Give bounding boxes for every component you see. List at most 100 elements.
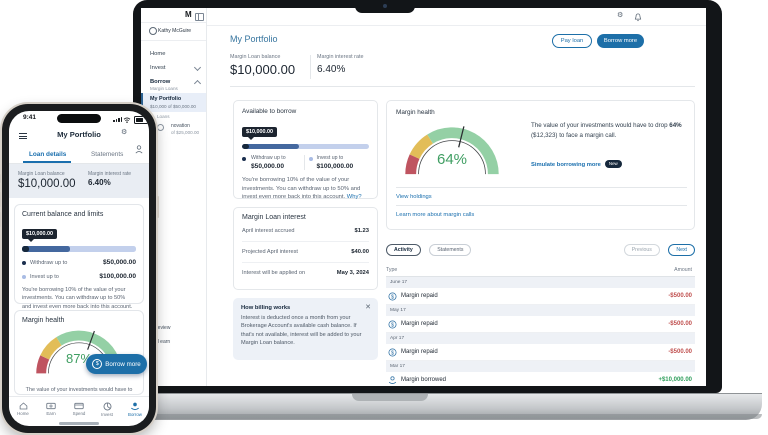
- dollar-circle-icon: $: [388, 348, 397, 356]
- billing-body: Interest is deducted once a month from y…: [241, 315, 362, 347]
- bell-icon[interactable]: [634, 13, 642, 22]
- gauge-arc: [405, 126, 499, 175]
- laptop-base-notch: [352, 394, 428, 401]
- gear-icon[interactable]: ⚙: [617, 12, 624, 19]
- borrow-progress-bar: [242, 144, 369, 149]
- sidebar-item-invest[interactable]: Invest: [141, 61, 206, 74]
- rate-value: 6.40%: [317, 64, 346, 75]
- group-row: May 17: [386, 305, 695, 316]
- simulate-row: Simulate borrowing more New: [531, 153, 622, 171]
- hamburger-icon[interactable]: [19, 133, 27, 141]
- how-billing-works-card: How billing works ✕ Interest is deducted…: [233, 298, 378, 360]
- sidebar-top: M: [141, 8, 206, 23]
- nav-item-earn[interactable]: Earn: [37, 397, 65, 421]
- interest-row: Projected April interest $40.00: [242, 242, 369, 263]
- header-divider: [230, 86, 695, 87]
- sidebar-item-my-portfolio[interactable]: My Portfolio $10,000 of $50,000.00: [141, 93, 206, 112]
- chevron-down-icon: [193, 63, 202, 72]
- phone-page-title: My Portfolio: [57, 130, 101, 139]
- sidebar-item-borrow[interactable]: Borrow: [141, 75, 206, 88]
- home-icon: [19, 402, 27, 410]
- sidebar-fragment-loans[interactable]: Loans: [157, 114, 170, 119]
- left-column: Available to borrow $10,000.00 Withdraw …: [233, 100, 378, 360]
- battery-icon: [134, 116, 149, 124]
- balance-label: Margin Loan balance: [230, 54, 281, 60]
- table-row[interactable]: $ Margin repaid -$500.00: [386, 288, 695, 305]
- phone-power-button: [157, 196, 159, 218]
- phone-tabs: Loan details Statements: [9, 147, 149, 164]
- phone-margin-health-gauge: 87%: [25, 321, 133, 379]
- next-button[interactable]: Next: [668, 244, 695, 256]
- collapse-sidebar-icon[interactable]: [195, 13, 204, 21]
- svg-text:$: $: [391, 294, 394, 300]
- sidebar-fragment-renovation[interactable]: novation: [171, 123, 190, 129]
- health-value: 64%: [436, 151, 468, 168]
- progress-cap: [22, 246, 29, 252]
- borrow-note: You're borrowing 10% of the value of you…: [242, 177, 362, 201]
- nav-item-borrow[interactable]: Borrow: [121, 397, 149, 421]
- phone-health-caption: The value of your investments would have…: [25, 387, 133, 393]
- home-indicator[interactable]: [59, 422, 99, 425]
- simulate-borrowing-link[interactable]: Simulate borrowing more: [531, 162, 601, 168]
- col-type: Type: [386, 267, 398, 273]
- health-note: The value of your investments would have…: [531, 122, 682, 139]
- dynamic-island: [57, 114, 101, 123]
- chevron-up-icon: [193, 79, 202, 88]
- invest-icon: [103, 402, 111, 410]
- view-holdings-link[interactable]: View holdings: [396, 194, 432, 200]
- interest-row: April interest accrued $1.23: [242, 221, 369, 242]
- current-balance-card: Current balance and limits $10,000.00 Wi…: [14, 204, 144, 318]
- main-topbar: ⚙: [207, 8, 706, 26]
- available-to-borrow-card: Available to borrow $10,000.00 Withdraw …: [233, 100, 378, 201]
- billing-title: How billing works: [241, 305, 291, 311]
- group-row: June 17: [386, 277, 695, 288]
- phone-device: 9:41 My Portfolio ⚙ Loan details: [0, 104, 159, 433]
- borrow-more-button[interactable]: Borrow more: [597, 34, 644, 48]
- table-row[interactable]: Margin borrowed +$10,000.00: [386, 372, 695, 386]
- active-tab-underline: [23, 161, 71, 163]
- sidebar-fragment-earn[interactable]: d earn: [156, 339, 171, 345]
- laptop-camera-notch: [355, 0, 415, 13]
- user-name: Kathy McGuire: [158, 28, 192, 34]
- wifi-icon: [123, 117, 131, 123]
- close-icon[interactable]: ✕: [365, 304, 371, 311]
- group-row: Apr 17: [386, 333, 695, 344]
- invest-row: Invest up to $100,000.00: [22, 273, 136, 280]
- nav-item-home[interactable]: Home: [9, 397, 37, 421]
- margin-health-card: Margin health 64% The value of your inve…: [386, 100, 695, 230]
- tab-loan-details[interactable]: Loan details: [29, 151, 67, 158]
- activity-tab[interactable]: Activity: [386, 244, 421, 256]
- phone-mute-switch: [0, 174, 1, 183]
- sidebar-fragment-review[interactable]: review: [156, 325, 171, 331]
- margin-loan-interest-card: Margin Loan interest April interest accr…: [233, 207, 378, 290]
- interest-row: Interest will be applied on May 3, 2024: [242, 270, 369, 276]
- table-row[interactable]: $ Margin repaid -$500.00: [386, 316, 695, 333]
- learn-more-link[interactable]: Learn more about margin calls: [396, 212, 475, 218]
- why-link[interactable]: Why?: [346, 194, 362, 201]
- balance-value: $10,000.00: [230, 62, 296, 77]
- sidebar-item-home[interactable]: Home: [150, 51, 166, 57]
- withdraw-bullet-icon: [22, 261, 26, 265]
- notifications-gear-icon[interactable]: ⚙: [121, 129, 128, 136]
- hand-coin-icon: [388, 375, 397, 384]
- invest-legend: Invest up to $100,000.00: [303, 155, 370, 170]
- sidebar-user[interactable]: Kathy McGuire: [141, 22, 206, 41]
- table-row[interactable]: $ Margin repaid -$500.00: [386, 344, 695, 361]
- progress-fill: [242, 144, 300, 149]
- profile-icon[interactable]: [135, 145, 143, 154]
- borrow-more-fab[interactable]: $ Borrow more: [86, 354, 147, 374]
- page-title: My Portfolio: [230, 34, 278, 44]
- statements-tab[interactable]: Statements: [429, 244, 472, 256]
- available-card-title: Available to borrow: [242, 108, 297, 115]
- phone-volume-down-button: [0, 212, 1, 227]
- pay-loan-button[interactable]: Pay loan: [552, 34, 592, 48]
- svg-text:$: $: [391, 322, 394, 328]
- previous-button[interactable]: Previous: [623, 244, 660, 256]
- camera-dot: [383, 4, 387, 8]
- nav-item-invest[interactable]: Invest: [93, 397, 121, 421]
- phone-margin-health-card: Margin health: [14, 310, 144, 395]
- tab-statements[interactable]: Statements: [91, 151, 124, 158]
- new-badge: New: [604, 159, 622, 168]
- nav-item-spend[interactable]: Spend: [65, 397, 93, 421]
- invest-bullet-icon: [22, 275, 26, 279]
